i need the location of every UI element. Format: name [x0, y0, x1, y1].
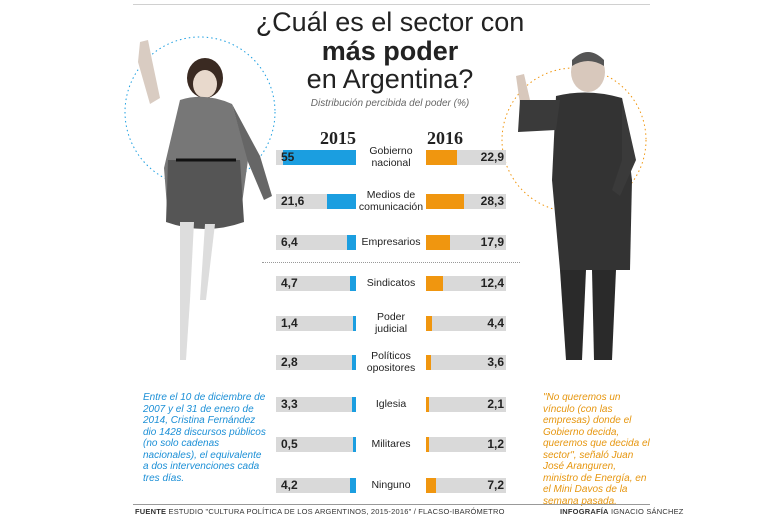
top-rule	[133, 4, 650, 5]
bar-track-2015	[276, 235, 356, 250]
category-label-line: judicial	[374, 323, 408, 335]
value-label-2016: 4,4	[487, 316, 504, 330]
footer-source-text: ESTUDIO "CULTURA POLÍTICA DE LOS ARGENTI…	[168, 507, 505, 516]
bar-2016	[426, 437, 429, 452]
footer-source: FUENTE ESTUDIO "CULTURA POLÍTICA DE LOS …	[135, 507, 505, 516]
bar-track-2016	[426, 316, 506, 331]
bottom-rule	[133, 504, 650, 505]
bar-2015	[349, 276, 356, 291]
value-label-2016: 12,4	[480, 276, 504, 290]
value-label-2015: 0,5	[281, 437, 298, 451]
category-label: Empresarios	[346, 236, 436, 248]
category-label-line: Ninguno	[371, 479, 411, 491]
bar-2016	[426, 397, 429, 412]
value-label-2015: 4,7	[281, 276, 298, 290]
bar-2015	[347, 235, 356, 250]
series-label-2015: 2015	[320, 128, 356, 148]
value-label-2016: 17,9	[480, 235, 504, 249]
footer-credit-label: INFOGRAFÍA	[560, 507, 609, 516]
bar-track-2015	[276, 478, 356, 493]
value-label-2015: 1,4	[281, 316, 298, 330]
bar-track-2016	[426, 355, 506, 370]
category-label-line: Militares	[371, 438, 411, 450]
bar-2015	[353, 437, 356, 452]
category-label: Sindicatos	[346, 277, 436, 289]
title-line-3: en Argentina?	[306, 64, 474, 94]
category-label: Gobierno nacional	[346, 145, 436, 169]
value-label-2015: 55	[281, 150, 295, 164]
bar-2016	[426, 235, 450, 250]
bar-2015	[282, 150, 356, 165]
chart-subtitle: Distribución percibida del poder (%)	[310, 98, 470, 109]
category-label: Poder judicial	[346, 311, 436, 335]
category-label: Políticos opositores	[346, 350, 436, 374]
section-divider	[262, 262, 520, 263]
category-label-line: Iglesia	[375, 398, 407, 410]
category-label: Iglesia	[346, 398, 436, 410]
bar-2016	[426, 478, 436, 493]
value-label-2016: 1,2	[487, 437, 504, 451]
value-label-2016: 2,1	[487, 397, 504, 411]
bar-track-2016	[426, 397, 506, 412]
bar-2016	[426, 194, 464, 209]
category-label-line: Poder	[376, 311, 406, 323]
bar-track-2015	[276, 355, 356, 370]
value-label-2015: 3,3	[281, 397, 298, 411]
value-label-2016: 28,3	[480, 194, 504, 208]
bar-2015	[327, 194, 356, 209]
category-label: Medios de comunicación	[346, 189, 436, 213]
bar-2016	[426, 150, 457, 165]
category-label-line: Políticos	[371, 350, 411, 362]
value-label-2015: 4,2	[281, 478, 298, 492]
value-label-2016: 22,9	[480, 150, 504, 164]
category-label-line: comunicación	[358, 201, 424, 213]
value-label-2016: 7,2	[487, 478, 504, 492]
note-left: Entre el 10 de diciembre de 2007 y el 31…	[143, 392, 266, 484]
value-label-2015: 21,6	[281, 194, 305, 208]
category-label-line: nacional	[371, 157, 411, 169]
note-right: "No queremos un vínculo (con las empresa…	[543, 392, 650, 507]
footer-source-label: FUENTE	[135, 507, 167, 516]
category-label-line: Sindicatos	[366, 277, 416, 289]
bar-track-2016	[426, 478, 506, 493]
bar-2015	[350, 478, 356, 493]
bar-2015	[351, 397, 356, 412]
title-line-2: más poder	[321, 36, 459, 66]
value-label-2016: 3,6	[487, 355, 504, 369]
bar-2015	[352, 355, 356, 370]
bar-2015	[353, 316, 356, 331]
series-label-2016: 2016	[427, 128, 463, 148]
value-label-2015: 2,8	[281, 355, 298, 369]
bar-2016	[426, 355, 431, 370]
category-label-line: Medios de	[366, 189, 416, 201]
bar-track-2015	[276, 276, 356, 291]
bar-track-2016	[426, 437, 506, 452]
bar-track-2015	[276, 437, 356, 452]
category-label-line: Gobierno	[369, 145, 413, 157]
bar-track-2016	[426, 276, 506, 291]
footer-credit: INFOGRAFÍA IGNACIO SÁNCHEZ	[560, 507, 684, 516]
category-label: Militares	[346, 438, 436, 450]
category-label-line: opositores	[366, 362, 416, 374]
title-line-1: ¿Cuál es el sector con	[255, 7, 525, 37]
bar-track-2015	[276, 397, 356, 412]
value-label-2015: 6,4	[281, 235, 298, 249]
category-label: Ninguno	[346, 479, 436, 491]
footer-credit-text: IGNACIO SÁNCHEZ	[610, 507, 684, 516]
bar-2016	[426, 316, 432, 331]
bar-track-2015	[276, 316, 356, 331]
bar-2016	[426, 276, 443, 291]
category-label-line: Empresarios	[361, 236, 421, 248]
